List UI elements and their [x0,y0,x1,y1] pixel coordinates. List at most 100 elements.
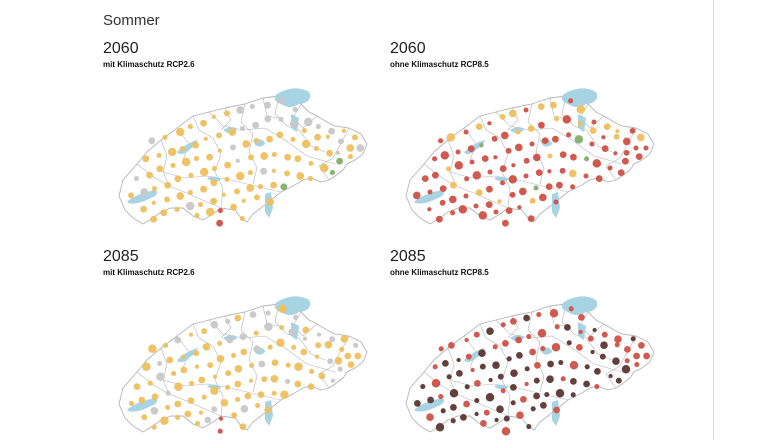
station-marker [470,367,475,373]
station-marker [218,416,224,421]
station-marker [347,154,353,160]
station-marker [486,327,494,336]
station-marker [635,153,643,160]
station-marker [270,181,277,189]
station-marker [448,195,457,204]
station-marker [576,344,583,351]
panel-year: 2085 [103,248,139,265]
station-marker [167,147,177,157]
station-marker [442,360,449,367]
station-marker [165,404,171,410]
station-marker [547,360,554,368]
station-marker [170,162,176,168]
station-marker [147,380,153,386]
station-marker [530,406,536,412]
station-marker [568,169,577,178]
station-marker [479,363,486,370]
station-marker [603,123,611,130]
station-marker [330,378,336,383]
station-marker [595,175,603,182]
station-marker [138,396,146,404]
canton-border [208,111,336,165]
station-marker [187,190,193,196]
station-marker [192,141,199,149]
station-marker [344,352,352,360]
station-marker [228,128,237,136]
station-marker [643,352,650,360]
station-marker [290,136,296,142]
station-marker [510,318,517,325]
station-marker [248,154,254,161]
station-marker [216,219,223,227]
station-marker [560,376,566,382]
station-marker [133,383,141,390]
station-marker [608,373,613,379]
station-marker [541,137,549,144]
station-marker [624,346,631,353]
station-marker [150,406,159,415]
station-marker [464,384,470,390]
station-marker [271,359,279,366]
panel-2060-rcp85: 2060 ohne Klimaschutz RCP8.5 [390,40,680,230]
station-marker [559,151,567,158]
station-marker [174,382,183,392]
station-marker [578,314,585,321]
station-marker [146,171,153,179]
station-marker [284,170,290,177]
station-marker [450,418,456,424]
station-marker [554,324,560,330]
station-marker [184,410,192,418]
station-marker [239,216,245,222]
station-marker [325,134,330,139]
station-marker [432,171,439,179]
station-marker [636,133,645,142]
station-marker [505,207,513,215]
station-marker [211,166,217,172]
station-marker [296,172,305,180]
station-marker [431,378,441,388]
station-marker [438,346,444,352]
station-marker [289,119,299,129]
station-marker [244,392,252,400]
station-marker [481,155,489,162]
station-marker [279,324,285,330]
station-marker [583,380,590,388]
station-marker [633,145,639,151]
station-marker [479,143,484,148]
station-marker [253,138,259,144]
station-marker [624,358,630,364]
station-marker [552,135,559,143]
canton-border [479,323,511,417]
station-marker [148,137,156,145]
station-marker [446,133,456,142]
station-marker [249,311,257,318]
station-marker [524,366,530,372]
station-marker [493,155,498,160]
lake [127,398,158,412]
station-marker [601,331,608,338]
station-marker [328,127,335,135]
station-marker [164,181,171,189]
station-marker [574,135,584,144]
station-marker [499,165,507,172]
panel-scenario: ohne Klimaschutz RCP8.5 [390,60,489,69]
station-marker [499,113,506,120]
station-marker [254,194,260,201]
station-marker [590,349,595,355]
station-marker [510,400,516,406]
station-marker [216,354,225,363]
station-marker [558,360,564,366]
panel-2085-rcp26: 2085 mit Klimaschutz RCP2.6 [103,248,393,438]
station-marker [496,405,504,414]
station-marker [475,189,483,196]
station-marker [474,398,480,404]
station-marker [314,354,320,359]
station-marker [301,139,311,149]
panel-scenario: ohne Klimaschutz RCP8.5 [390,268,489,277]
station-marker [151,393,159,400]
station-marker [278,116,284,122]
station-marker [249,362,255,368]
station-marker [480,420,487,427]
station-marker [270,374,279,383]
switzerland-map [118,296,368,434]
